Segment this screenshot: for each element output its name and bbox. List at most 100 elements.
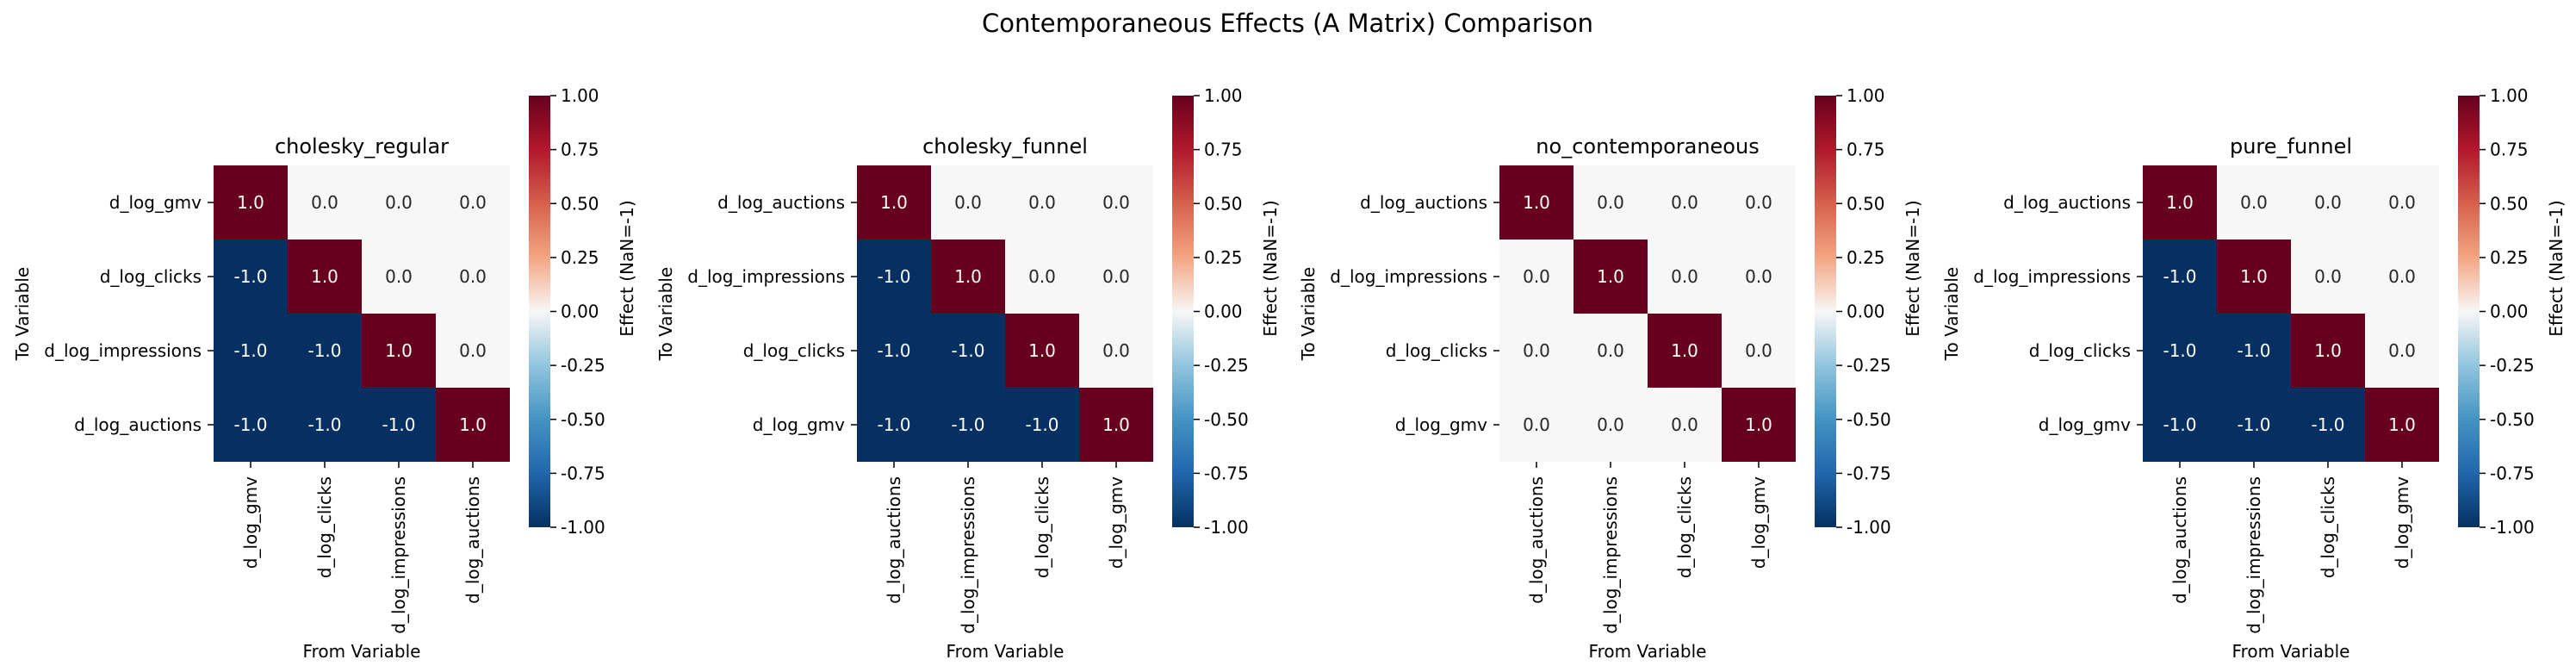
heatmap-cell-label: -1.0 — [951, 414, 984, 435]
heatmap-cell-label: -1.0 — [2237, 340, 2270, 361]
heatmap-cell-label: 0.0 — [2388, 266, 2416, 287]
heatmap-cell-label: -1.0 — [233, 266, 267, 287]
heatmap-cell — [214, 314, 288, 388]
heatmap-cell-label: 0.0 — [1597, 414, 1624, 435]
heatmap-cell-label: 0.0 — [385, 266, 413, 287]
heatmap-cell-label: -1.0 — [2163, 340, 2196, 361]
heatmap-cell — [2291, 240, 2365, 314]
y-tick-label: d_log_auctions — [717, 192, 845, 213]
heatmap-cell-label: 1.0 — [385, 340, 413, 361]
heatmap-cell — [436, 165, 510, 240]
heatmap-cell-label: 0.0 — [1523, 340, 1550, 361]
heatmap-cell — [1005, 314, 1079, 388]
colorbar-tick-label: 0.50 — [1847, 193, 1885, 214]
heatmap-cell-label: 0.0 — [1597, 192, 1624, 213]
x-axis-label: From Variable — [2232, 641, 2350, 662]
colorbar-label: Effect (NaN=-1) — [1260, 200, 1281, 336]
heatmap-cell — [1079, 240, 1153, 314]
heatmap-cell-label: 0.0 — [1102, 192, 1130, 213]
heatmap-cell — [1648, 240, 1722, 314]
heatmap-cell-label: 0.0 — [311, 192, 338, 213]
colorbar-tick-label: 0.75 — [1847, 140, 1885, 160]
heatmap-cell — [2217, 388, 2291, 462]
heatmap-cell-label: -1.0 — [1025, 414, 1058, 435]
colorbar-tick-label: 0.75 — [561, 140, 599, 160]
colorbar-tick-label: -0.75 — [1847, 463, 1891, 483]
heatmap-cell — [857, 314, 931, 388]
heatmap-cell-label: 1.0 — [237, 192, 264, 213]
x-tick-label: d_log_clicks — [314, 476, 335, 578]
heatmap-cell — [1499, 165, 1574, 240]
colorbar-tick-label: 0.25 — [1204, 247, 1243, 268]
colorbar-tick-label: 1.00 — [1204, 85, 1243, 106]
colorbar-tick-label: 0.50 — [561, 193, 599, 214]
heatmap-cell — [362, 388, 436, 462]
heatmap-cell-label: 1.0 — [2166, 192, 2194, 213]
colorbar-tick-label: 0.00 — [1847, 302, 1885, 322]
heatmap-cell — [2143, 314, 2217, 388]
colorbar-tick-label: 0.50 — [2490, 193, 2529, 214]
heatmap-cell — [2365, 314, 2439, 388]
colorbar-tick-label: 0.00 — [561, 302, 599, 322]
heatmap-cell-label: 0.0 — [1671, 414, 1698, 435]
y-tick-label: d_log_clicks — [743, 340, 845, 361]
colorbar-tick-label: -1.00 — [1847, 517, 1891, 538]
heatmap-cell — [857, 240, 931, 314]
heatmap-cell — [214, 240, 288, 314]
heatmap-cell — [1722, 314, 1796, 388]
x-tick-label: d_log_impressions — [1600, 476, 1621, 634]
heatmap-cell — [1005, 165, 1079, 240]
heatmap-cell — [2291, 314, 2365, 388]
colorbar-tick-label: -0.75 — [561, 463, 605, 483]
colorbar-label: Effect (NaN=-1) — [1903, 200, 1923, 336]
heatmap-cell — [1079, 388, 1153, 462]
heatmap-cell-label: 0.0 — [1745, 266, 1772, 287]
colorbar-tick-label: 0.75 — [1204, 140, 1243, 160]
heatmap-cell — [1574, 165, 1648, 240]
heatmap-cell-label: -1.0 — [2311, 414, 2344, 435]
heatmap-cell — [288, 314, 362, 388]
y-axis-label: To Variable — [12, 267, 33, 361]
heatmap-cell — [436, 240, 510, 314]
heatmap-cell — [2365, 165, 2439, 240]
colorbar-label: Effect (NaN=-1) — [2546, 200, 2567, 336]
heatmap-cell — [2217, 240, 2291, 314]
y-tick-label: d_log_clicks — [2029, 340, 2131, 361]
heatmap-cell-label: 0.0 — [385, 192, 413, 213]
heatmap-cell-label: 1.0 — [880, 192, 908, 213]
heatmap-cell-label: 1.0 — [2388, 414, 2416, 435]
y-tick-label: d_log_gmv — [109, 192, 202, 213]
heatmap-cell — [1722, 388, 1796, 462]
heatmap-cell-label: 0.0 — [1597, 340, 1624, 361]
panel-title: cholesky_regular — [275, 134, 449, 159]
heatmap-cell-label: 0.0 — [2388, 340, 2416, 361]
heatmap-cell-label: -1.0 — [307, 414, 341, 435]
colorbar-tick-label: -0.25 — [2490, 355, 2535, 376]
heatmap-cell — [2291, 165, 2365, 240]
y-tick-label: d_log_gmv — [2039, 414, 2131, 435]
colorbar-tick-label: 0.00 — [1204, 302, 1243, 322]
colorbar-tick-label: -0.50 — [1204, 409, 1249, 430]
heatmap-cell — [931, 240, 1005, 314]
heatmap-cell — [1648, 165, 1722, 240]
colorbar-tick-label: 0.25 — [561, 247, 599, 268]
heatmap-cell — [2143, 388, 2217, 462]
heatmap-cell — [1574, 314, 1648, 388]
x-tick-label: d_log_clicks — [1032, 476, 1052, 578]
colorbar-tick-label: -0.25 — [561, 355, 605, 376]
heatmap-cell — [1648, 314, 1722, 388]
heatmap-cell-label: 0.0 — [1745, 192, 1772, 213]
colorbar — [1815, 96, 1836, 527]
x-tick-label: d_log_auctions — [2169, 476, 2190, 604]
x-tick-label: d_log_impressions — [958, 476, 978, 634]
x-axis-label: From Variable — [303, 641, 421, 662]
colorbar — [1172, 96, 1194, 527]
colorbar-label: Effect (NaN=-1) — [617, 200, 637, 336]
heatmap-cell — [931, 314, 1005, 388]
heatmap-cell-label: 1.0 — [459, 414, 487, 435]
heatmap-cell — [857, 388, 931, 462]
y-axis-label: To Variable — [1298, 267, 1319, 361]
y-tick-label: d_log_clicks — [100, 266, 202, 287]
colorbar-tick-label: 1.00 — [1847, 85, 1885, 106]
colorbar-tick-label: -0.25 — [1204, 355, 1249, 376]
